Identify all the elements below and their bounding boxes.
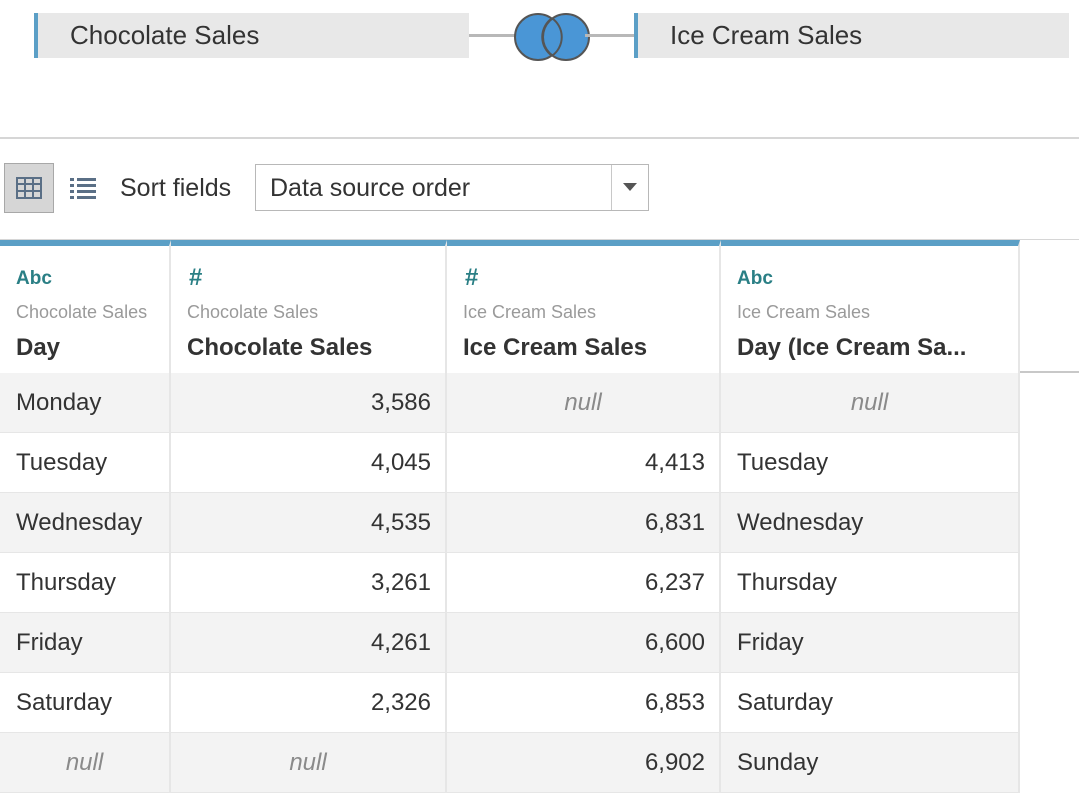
table-cell[interactable]: 3,586 (171, 373, 447, 432)
table-cell[interactable]: Friday (721, 613, 1020, 672)
table-cell[interactable]: null (0, 733, 171, 792)
right-table-pill[interactable]: Ice Cream Sales (634, 13, 1069, 58)
grid-view-icon (16, 177, 42, 199)
column-source: Chocolate Sales (187, 302, 319, 322)
table-cell[interactable]: Friday (0, 613, 171, 672)
full-outer-join-icon[interactable] (512, 12, 592, 62)
table-cell[interactable]: 6,902 (447, 733, 721, 792)
grid-header-row: Abc Chocolate Sales Day # Chocolate Sale… (0, 240, 1079, 373)
table-cell[interactable]: 4,045 (171, 433, 447, 492)
left-table-name: Chocolate Sales (70, 20, 260, 50)
table-cell[interactable]: null (171, 733, 447, 792)
data-grid: Abc Chocolate Sales Day # Chocolate Sale… (0, 240, 1079, 793)
table-cell[interactable]: Sunday (721, 733, 1020, 792)
table-cell[interactable]: 4,413 (447, 433, 721, 492)
column-source: Ice Cream Sales (463, 302, 597, 322)
table-cell[interactable]: 6,853 (447, 673, 721, 732)
toolbar-divider (0, 239, 1079, 240)
column-header-ice-cream-sales[interactable]: # Ice Cream Sales Ice Cream Sales (447, 240, 721, 373)
number-type-icon[interactable]: # (465, 264, 479, 291)
table-row: Tuesday 4,045 4,413 Tuesday (0, 433, 1020, 493)
table-cell[interactable]: 4,261 (171, 613, 447, 672)
table-cell[interactable]: Tuesday (0, 433, 171, 492)
section-divider (0, 137, 1079, 139)
number-type-icon[interactable]: # (189, 264, 203, 291)
table-cell[interactable]: Saturday (0, 673, 171, 732)
chevron-down-icon (623, 183, 637, 191)
table-cell[interactable]: Wednesday (721, 493, 1020, 552)
string-type-icon[interactable]: Abc (737, 268, 773, 289)
column-header-day-ice-cream[interactable]: Abc Ice Cream Sales Day (Ice Cream Sa... (721, 240, 1020, 373)
column-name: Day (16, 334, 61, 361)
table-cell[interactable]: 4,535 (171, 493, 447, 552)
table-cell[interactable]: 6,237 (447, 553, 721, 612)
table-row: Saturday 2,326 6,853 Saturday (0, 673, 1020, 733)
table-row: Wednesday 4,535 6,831 Wednesday (0, 493, 1020, 553)
sort-fields-label: Sort fields (120, 174, 232, 202)
table-cell[interactable]: Monday (0, 373, 171, 432)
table-cell[interactable]: Wednesday (0, 493, 171, 552)
sort-fields-value: Data source order (270, 174, 471, 202)
column-source: Chocolate Sales (16, 302, 148, 322)
table-cell[interactable]: Thursday (0, 553, 171, 612)
column-header-day[interactable]: Abc Chocolate Sales Day (0, 240, 171, 373)
table-row: null null 6,902 Sunday (0, 733, 1020, 793)
string-type-icon[interactable]: Abc (16, 268, 52, 289)
column-name: Chocolate Sales (187, 334, 373, 361)
list-view-icon (70, 178, 96, 199)
right-table-name: Ice Cream Sales (670, 20, 863, 50)
left-table-pill[interactable]: Chocolate Sales (34, 13, 469, 58)
table-row: Monday 3,586 null null (0, 373, 1020, 433)
list-view-button[interactable] (58, 163, 108, 213)
column-name: Day (Ice Cream Sa... (737, 334, 967, 361)
join-connector-right (585, 34, 634, 37)
table-cell[interactable]: Tuesday (721, 433, 1020, 492)
table-cell[interactable]: 3,261 (171, 553, 447, 612)
table-cell[interactable]: 6,831 (447, 493, 721, 552)
table-cell[interactable]: Saturday (721, 673, 1020, 732)
join-connector-left (469, 34, 519, 37)
sort-fields-dropdown[interactable]: Data source order (255, 164, 649, 211)
column-name: Ice Cream Sales (463, 334, 648, 361)
table-cell[interactable]: null (447, 373, 721, 432)
column-header-chocolate-sales[interactable]: # Chocolate Sales Chocolate Sales (171, 240, 447, 373)
table-row: Thursday 3,261 6,237 Thursday (0, 553, 1020, 613)
grid-view-button[interactable] (4, 163, 54, 213)
table-cell[interactable]: Thursday (721, 553, 1020, 612)
column-source: Ice Cream Sales (737, 302, 871, 322)
table-row: Friday 4,261 6,600 Friday (0, 613, 1020, 673)
table-cell[interactable]: null (721, 373, 1020, 432)
table-cell[interactable]: 6,600 (447, 613, 721, 672)
table-cell[interactable]: 2,326 (171, 673, 447, 732)
sort-dropdown-arrow[interactable] (611, 165, 648, 210)
